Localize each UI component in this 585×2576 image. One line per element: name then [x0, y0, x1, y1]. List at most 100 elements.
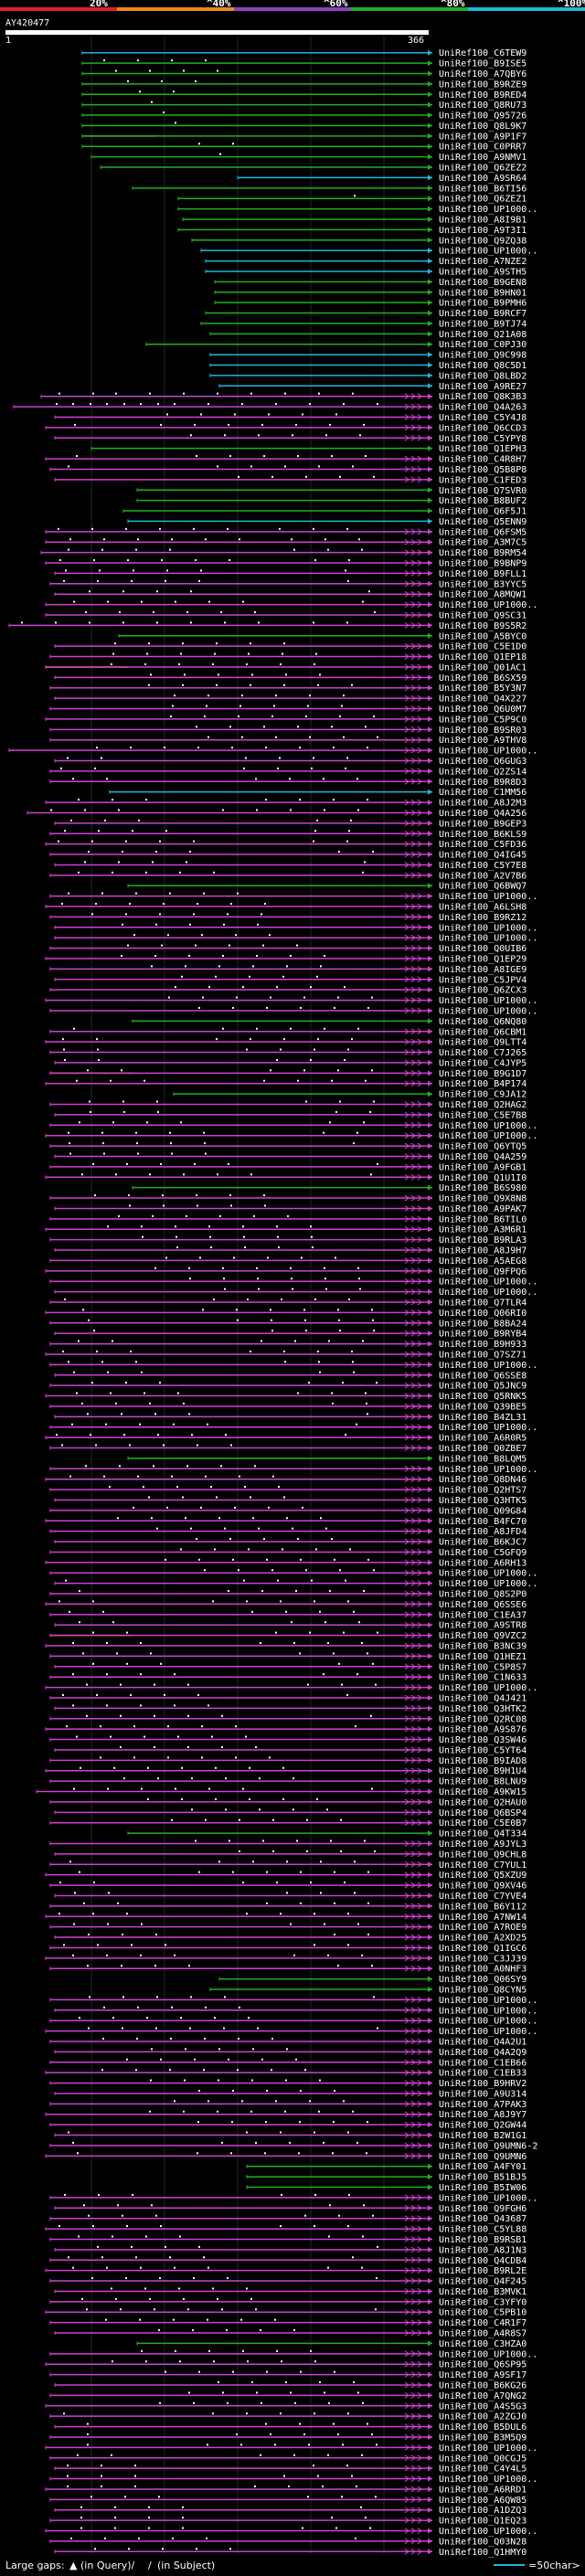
- hit-label[interactable]: UniRef100_A6R0R5: [439, 1434, 526, 1444]
- hit-label[interactable]: UniRef100_C3JJ39: [439, 1954, 526, 1964]
- hit-label[interactable]: UniRef100_Q6ZCX3: [439, 986, 526, 996]
- hit-label[interactable]: UniRef100_UP1000..: [439, 1006, 537, 1016]
- hit-label[interactable]: UniRef100_C5GFQ9: [439, 1548, 526, 1558]
- hit-label[interactable]: UniRef100_UP1000..: [439, 205, 537, 215]
- hit-label[interactable]: UniRef100_A7PAK3: [439, 2100, 526, 2110]
- hit-label[interactable]: UniRef100_B9H933: [439, 1340, 526, 1350]
- hit-label[interactable]: UniRef100_A8JFD4: [439, 1527, 526, 1537]
- hit-label[interactable]: UniRef100_Q6SSE8: [439, 1371, 526, 1381]
- hit-label[interactable]: UniRef100_B9FLL1: [439, 569, 526, 579]
- hit-label[interactable]: UniRef100_C4JYP5: [439, 1058, 526, 1068]
- hit-label[interactable]: UniRef100_C5P9C0: [439, 715, 526, 725]
- hit-label[interactable]: UniRef100_B8BA24: [439, 1319, 526, 1329]
- hit-label[interactable]: UniRef100_B9GEP3: [439, 819, 526, 829]
- hit-label[interactable]: UniRef100_B9HN01: [439, 288, 526, 298]
- hit-label[interactable]: UniRef100_B9G1D7: [439, 1069, 526, 1079]
- hit-label[interactable]: UniRef100_Q6U0M7: [439, 705, 526, 715]
- hit-label[interactable]: UniRef100_A8I9B1: [439, 216, 526, 226]
- hit-label[interactable]: UniRef100_Q7TLR4: [439, 1299, 526, 1309]
- hit-label[interactable]: UniRef100_UP1000..: [439, 2193, 537, 2203]
- hit-label[interactable]: UniRef100_C5E7B8: [439, 1110, 526, 1120]
- hit-label[interactable]: UniRef100_Q3HTK2: [439, 1704, 526, 1714]
- hit-label[interactable]: UniRef100_Q6GUG3: [439, 757, 526, 767]
- hit-label[interactable]: UniRef100_C5FD36: [439, 840, 526, 850]
- hit-label[interactable]: UniRef100_C5P8S7: [439, 1662, 526, 1672]
- hit-label[interactable]: UniRef100_A2ZGJ0: [439, 2412, 526, 2422]
- hit-label[interactable]: UniRef100_A2V7B6: [439, 871, 526, 881]
- hit-label[interactable]: UniRef100_B3M5Q9: [439, 2433, 526, 2443]
- hit-label[interactable]: UniRef100_Q4IG45: [439, 851, 526, 861]
- hit-label[interactable]: UniRef100_UP1000..: [439, 1465, 537, 1475]
- hit-label[interactable]: UniRef100_C6TEW9: [439, 48, 526, 58]
- hit-label[interactable]: UniRef100_A5AEG8: [439, 1256, 526, 1267]
- hit-label[interactable]: UniRef100_Q1EP18: [439, 652, 526, 663]
- hit-label[interactable]: UniRef100_A7NZE2: [439, 257, 526, 267]
- hit-label[interactable]: UniRef100_C5Y4J8: [439, 413, 526, 423]
- hit-label[interactable]: UniRef100_B9RZ12: [439, 913, 526, 923]
- hit-label[interactable]: UniRef100_A5BYC0: [439, 631, 526, 641]
- hit-label[interactable]: UniRef100_A6LSH8: [439, 903, 526, 913]
- hit-label[interactable]: UniRef100_Q2HAG2: [439, 1100, 526, 1110]
- hit-label[interactable]: UniRef100_A8J2M3: [439, 799, 526, 809]
- hit-label[interactable]: UniRef100_B3YYC5: [439, 579, 526, 589]
- hit-label[interactable]: UniRef100_B9TJ74: [439, 319, 526, 329]
- hit-label[interactable]: UniRef100_A9STR8: [439, 1621, 526, 1631]
- hit-label[interactable]: UniRef100_Q9ZQ38: [439, 236, 526, 246]
- hit-label[interactable]: UniRef100_Q43687: [439, 2214, 526, 2224]
- hit-label[interactable]: UniRef100_C7YUL1: [439, 1860, 526, 1871]
- hit-label[interactable]: UniRef100_C5JPV4: [439, 975, 526, 985]
- hit-label[interactable]: UniRef100_B9RL2E: [439, 2266, 526, 2276]
- hit-label[interactable]: UniRef100_A2XD25: [439, 1934, 526, 1944]
- hit-label[interactable]: UniRef100_Q4A2Q9: [439, 2048, 526, 2058]
- hit-label[interactable]: UniRef100_A9JYL3: [439, 1839, 526, 1850]
- hit-label[interactable]: UniRef100_Q2GW44: [439, 2121, 526, 2131]
- hit-label[interactable]: UniRef100_Q4X227: [439, 694, 526, 705]
- hit-label[interactable]: UniRef100_B9SR03: [439, 726, 526, 736]
- hit-label[interactable]: UniRef100_Q5XZU9: [439, 1871, 526, 1881]
- hit-label[interactable]: UniRef100_B5DUL6: [439, 2422, 526, 2433]
- hit-label[interactable]: UniRef100_B9IAD8: [439, 1756, 526, 1766]
- hit-label[interactable]: UniRef100_C1EB33: [439, 2069, 526, 2079]
- hit-label[interactable]: UniRef100_Q6ZEZ1: [439, 195, 526, 205]
- hit-label[interactable]: UniRef100_B4FC70: [439, 1517, 526, 1527]
- hit-label[interactable]: UniRef100_UP1000..: [439, 1579, 537, 1589]
- hit-label[interactable]: UniRef100_B4P174: [439, 1079, 526, 1089]
- hit-label[interactable]: UniRef100_C5E0B7: [439, 1818, 526, 1829]
- hit-label[interactable]: UniRef100_Q4F245: [439, 2277, 526, 2287]
- hit-label[interactable]: UniRef100_Q6F5J1: [439, 507, 526, 517]
- hit-label[interactable]: UniRef100_Q2ZS14: [439, 767, 526, 777]
- hit-label[interactable]: UniRef100_UP1000..: [439, 2527, 537, 2537]
- hit-label[interactable]: UniRef100_A4S5G3: [439, 2401, 526, 2412]
- hit-label[interactable]: UniRef100_Q9CHL8: [439, 1850, 526, 1860]
- hit-label[interactable]: UniRef100_B9RED4: [439, 90, 526, 101]
- hit-label[interactable]: UniRef100_Q0CGJ5: [439, 2454, 526, 2464]
- hit-label[interactable]: UniRef100_B3NC39: [439, 1642, 526, 1652]
- hit-label[interactable]: UniRef100_B6TIL0: [439, 1214, 526, 1224]
- hit-label[interactable]: UniRef100_UP1000..: [439, 1121, 537, 1131]
- hit-label[interactable]: UniRef100_B4ZL31: [439, 1413, 526, 1423]
- hit-label[interactable]: UniRef100_Q6FSM5: [439, 527, 526, 537]
- hit-label[interactable]: UniRef100_C1N633: [439, 1673, 526, 1683]
- hit-label[interactable]: UniRef100_A8J9Y7: [439, 2110, 526, 2120]
- hit-label[interactable]: UniRef100_Q8C5D1: [439, 361, 526, 371]
- hit-label[interactable]: UniRef100_Q2HTS7: [439, 1486, 526, 1496]
- hit-label[interactable]: UniRef100_C3YFY0: [439, 2297, 526, 2307]
- hit-label[interactable]: UniRef100_Q4A256: [439, 809, 526, 819]
- hit-label[interactable]: UniRef100_Q1EP29: [439, 954, 526, 964]
- hit-label[interactable]: UniRef100_B51BJ5: [439, 2173, 526, 2183]
- hit-label[interactable]: UniRef100_Q9UMN6: [439, 2152, 526, 2162]
- hit-label[interactable]: UniRef100_C7YVE4: [439, 1892, 526, 1902]
- hit-label[interactable]: UniRef100_C1EA37: [439, 1610, 526, 1620]
- hit-label[interactable]: UniRef100_A7QNG2: [439, 2391, 526, 2401]
- hit-label[interactable]: UniRef100_UP1000..: [439, 2017, 537, 2027]
- hit-label[interactable]: UniRef100_Q06RI0: [439, 1309, 526, 1319]
- hit-label[interactable]: UniRef100_Q8K3B3: [439, 392, 526, 402]
- hit-label[interactable]: UniRef100_Q5B8P8: [439, 465, 526, 475]
- hit-label[interactable]: UniRef100_Q0UIB6: [439, 944, 526, 954]
- hit-label[interactable]: UniRef100_B6KG26: [439, 2380, 526, 2390]
- hit-label[interactable]: UniRef100_Q3SW46: [439, 1735, 526, 1745]
- hit-label[interactable]: UniRef100_Q4A2U1: [439, 2037, 526, 2047]
- hit-label[interactable]: UniRef100_C5E1D0: [439, 642, 526, 652]
- hit-label[interactable]: UniRef100_B9RCF7: [439, 309, 526, 319]
- hit-label[interactable]: UniRef100_C1EB66: [439, 2058, 526, 2068]
